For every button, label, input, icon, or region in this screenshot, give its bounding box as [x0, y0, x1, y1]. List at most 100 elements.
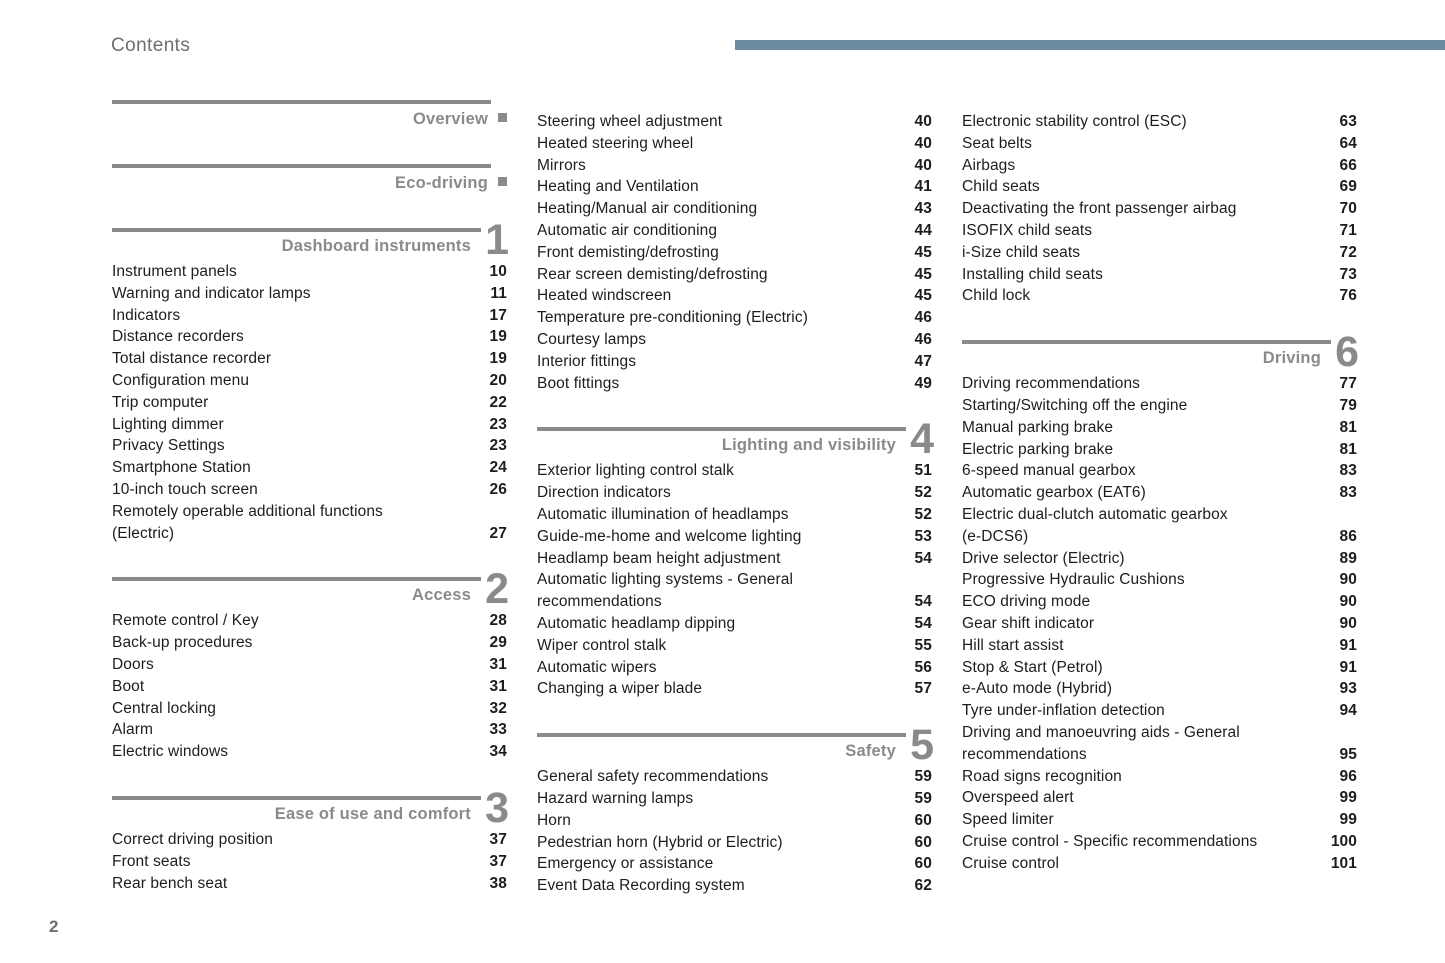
toc-entry-page: 90	[1339, 571, 1357, 589]
toc-entry-page: 99	[1339, 811, 1357, 829]
toc-entry: Electric windows 34	[112, 741, 507, 763]
toc-entry: Front seats 37	[112, 851, 507, 873]
toc-entry-label: 6-speed manual gearbox	[962, 462, 1136, 480]
toc-entry: Pedestrian horn (Hybrid or Electric) 60	[537, 832, 932, 854]
toc-entry-label: Boot	[112, 677, 145, 695]
toc-entry-page: 93	[1339, 680, 1357, 698]
toc-entry: Wiper control stalk 55	[537, 635, 932, 657]
toc-entry-page: 60	[914, 833, 932, 851]
toc-entry-label: Temperature pre-conditioning (Electric)	[537, 309, 808, 327]
toc-entry-label: recommendations	[962, 745, 1087, 763]
toc-entry-label: Distance recorders	[112, 328, 244, 346]
toc-entry-label: Electric parking brake	[962, 440, 1114, 458]
toc-entry-label: recommendations	[537, 593, 662, 611]
toc-entry: Overspeed alert 99	[962, 787, 1357, 809]
toc-entry: Automatic lighting systems - General	[537, 569, 932, 591]
toc-entry-label: Guide-me-home and welcome lighting	[537, 527, 802, 545]
toc-entry: ISOFIX child seats 71	[962, 220, 1357, 242]
toc-entry: Road signs recognition 96	[962, 766, 1357, 788]
toc-entry-label: Smartphone Station	[112, 459, 251, 477]
toc-entry-page: 86	[1339, 527, 1357, 545]
toc-section-access: Access 2 Remote control / Key 28 Back-up pro…	[112, 568, 509, 763]
toc-entry-label: Event Data Recording system	[537, 877, 745, 895]
toc-entry: Correct driving position 37	[112, 829, 507, 851]
toc-entry-page: 24	[489, 459, 507, 477]
toc-entry: Horn 60	[537, 810, 932, 832]
toc-entry-label: General safety recommendations	[537, 768, 769, 786]
toc-entry: Rear screen demisting/defrosting 45	[537, 264, 932, 286]
toc-entry-page: 90	[1339, 593, 1357, 611]
toc-entry: 10-inch touch screen 26	[112, 479, 507, 501]
toc-entry-page: 11	[490, 284, 507, 302]
toc-entry: Automatic air conditioning 44	[537, 220, 932, 242]
toc-entry-label: Mirrors	[537, 156, 586, 174]
section-rule	[112, 164, 491, 168]
toc-entry-label: Automatic headlamp dipping	[537, 614, 736, 632]
toc-entry: Steering wheel adjustment 40	[537, 111, 932, 133]
toc-entry: Exterior lighting control stalk 51	[537, 460, 932, 482]
toc-entry-page: 40	[914, 156, 932, 174]
toc-entry: Cruise control - Specific recommendation…	[962, 831, 1357, 853]
toc-entry: Heated windscreen 45	[537, 285, 932, 307]
toc-entry-label: Total distance recorder	[112, 350, 272, 368]
chapter-number: 6	[1335, 328, 1359, 377]
toc-entry-label: Progressive Hydraulic Cushions	[962, 571, 1185, 589]
toc-entry: Boot fittings 49	[537, 373, 932, 395]
toc-entry-page: 73	[1339, 265, 1357, 283]
toc-entry-label: (e-DCS6)	[962, 527, 1029, 545]
toc-entry-page: 91	[1339, 658, 1357, 676]
toc-entry-page: 44	[914, 221, 932, 239]
toc-entry-page: 28	[489, 612, 507, 630]
toc-entry-label: Privacy Settings	[112, 437, 225, 455]
toc-entry-page: 51	[914, 462, 932, 480]
toc-entry-label: Tyre under-inflation detection	[962, 702, 1165, 720]
toc-entry: Stop & Start (Petrol) 91	[962, 657, 1357, 679]
toc-entry-label: Airbags	[962, 156, 1016, 174]
toc-entry-label: Automatic illumination of headlamps	[537, 505, 789, 523]
toc-entry: Warning and indicator lamps 11	[112, 283, 507, 305]
toc-entry-page: 90	[1339, 614, 1357, 632]
toc-entry-page: 66	[1339, 156, 1357, 174]
toc-entry-label: Indicators	[112, 306, 181, 324]
toc-section-overview: Overview	[112, 100, 507, 130]
toc-entry-label: Automatic lighting systems - General	[537, 571, 794, 589]
toc-entry-label: Pedestrian horn (Hybrid or Electric)	[537, 833, 783, 851]
toc-entry-label: Interior fittings	[537, 352, 637, 370]
toc-entry: Distance recorders 19	[112, 326, 507, 348]
toc-entry-page: 54	[914, 614, 932, 632]
toc-entry-page: 43	[914, 200, 932, 218]
toc-entry-page: 54	[914, 549, 932, 567]
toc-entry: Privacy Settings 23	[112, 435, 507, 457]
section-title: Ease of use and comfort	[274, 804, 471, 823]
toc-entry: Driving recommendations 77	[962, 373, 1357, 395]
toc-entry-label: (Electric)	[112, 524, 175, 542]
toc-entry-label: Gear shift indicator	[962, 614, 1095, 632]
section-rule	[112, 228, 481, 232]
toc-entry: Courtesy lamps 46	[537, 329, 932, 351]
chapter-number: 4	[910, 415, 934, 464]
section-header: Ease of use and comfort 3	[112, 787, 509, 829]
toc-entry: i-Size child seats 72	[962, 242, 1357, 264]
toc-entry: Boot 31	[112, 676, 507, 698]
section-rule	[537, 427, 906, 432]
toc-entry-page: 81	[1339, 418, 1357, 436]
toc-entry-label: Rear bench seat	[112, 874, 228, 892]
toc-entry-page: 99	[1339, 789, 1357, 807]
toc-entry-label: Steering wheel adjustment	[537, 113, 723, 130]
toc-entry: Driving and manoeuvring aids - General	[962, 722, 1357, 744]
header-accent-bar	[735, 40, 1445, 50]
toc-entry-label: 10-inch touch screen	[112, 480, 258, 498]
toc-entry: ECO driving mode 90	[962, 591, 1357, 613]
toc-entry-label: i-Size child seats	[962, 243, 1081, 261]
toc-entry: General safety recommendations 59	[537, 766, 932, 788]
toc-entry-label: Wiper control stalk	[537, 636, 667, 654]
toc-entry-page: 37	[489, 852, 507, 870]
toc-entry-label: Direction indicators	[537, 484, 671, 502]
toc-entry: Drive selector (Electric) 89	[962, 548, 1357, 570]
toc-entry-page: 29	[489, 634, 507, 652]
toc-entry-label: Headlamp beam height adjustment	[537, 549, 781, 567]
toc-entry-page: 77	[1339, 375, 1357, 393]
toc-entry: Heating and Ventilation 41	[537, 176, 932, 198]
toc-entry-label: Changing a wiper blade	[537, 680, 703, 698]
